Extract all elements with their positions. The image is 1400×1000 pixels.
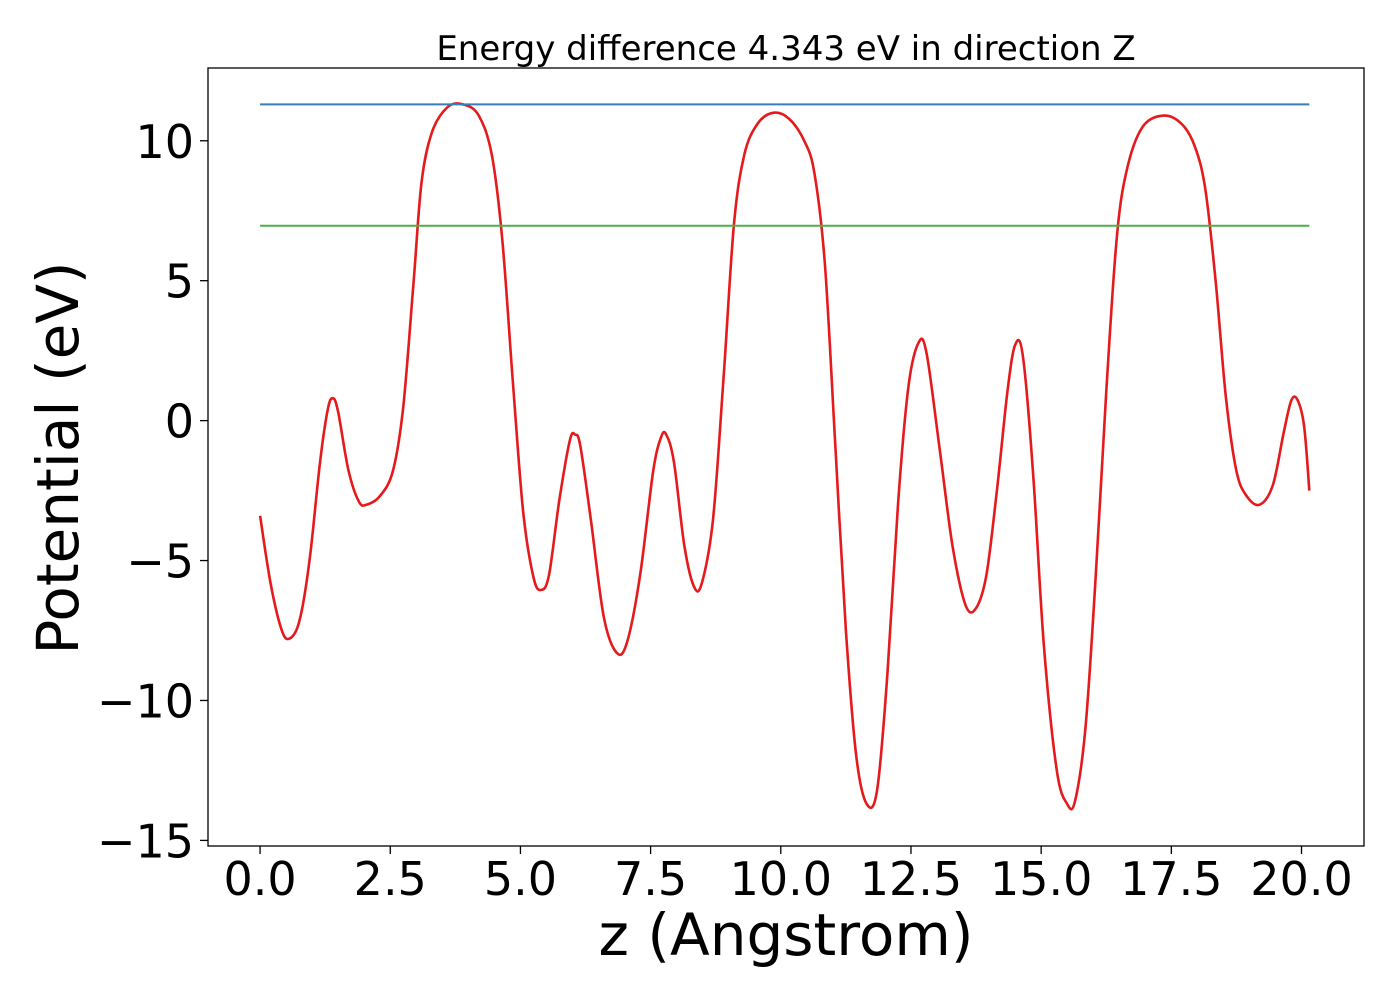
x-tick-label: 20.0 [1250, 852, 1352, 906]
y-tick-label: −10 [97, 674, 194, 728]
y-tick-label: −15 [97, 814, 194, 868]
x-axis-label: z (Angstrom) [599, 901, 974, 969]
chart-title: Energy difference 4.343 eV in direction … [436, 29, 1135, 69]
x-tick-label: 0.0 [223, 852, 296, 906]
y-tick-label: 5 [165, 255, 194, 309]
x-tick-label: 2.5 [354, 852, 427, 906]
axes-frame [207, 67, 1365, 847]
y-axis-label: Potential (eV) [24, 261, 92, 654]
x-tick-label: 12.5 [860, 852, 962, 906]
x-tick-label: 10.0 [730, 852, 832, 906]
y-axis: −15 −10 −5 0 5 10 [97, 115, 208, 868]
y-tick-label: 0 [165, 395, 194, 449]
x-tick-label: 7.5 [614, 852, 687, 906]
x-tick-label: 17.5 [1120, 852, 1222, 906]
x-tick-label: 15.0 [990, 852, 1092, 906]
y-tick-label: 10 [135, 115, 194, 169]
y-tick-label: −5 [126, 535, 194, 589]
x-axis: 0.0 2.5 5.0 7.5 10.0 12.5 15.0 17.5 20.0 [223, 846, 1353, 906]
potential-curve [258, 102, 1311, 811]
x-tick-label: 5.0 [484, 852, 557, 906]
plot-area [258, 102, 1311, 811]
